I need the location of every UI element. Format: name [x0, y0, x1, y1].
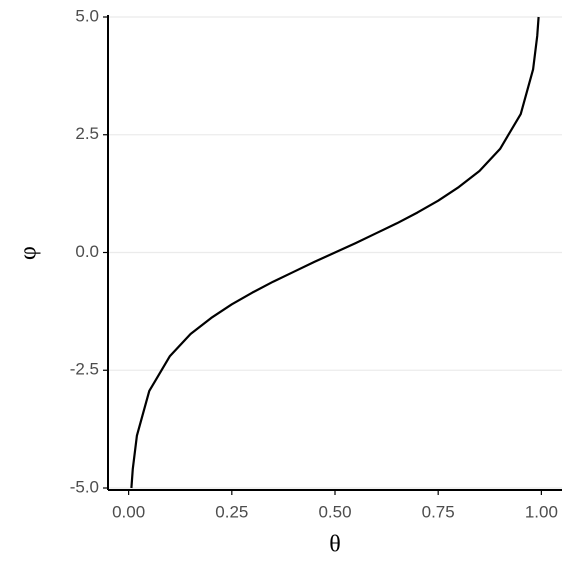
- data-line: [130, 16, 540, 489]
- y-tick-label: 5.0: [75, 6, 99, 25]
- y-tick-label: 2.5: [75, 124, 99, 143]
- y-tick-label: -5.0: [70, 477, 99, 496]
- x-tick-label: 0.75: [422, 502, 455, 521]
- y-tick-label: 0.0: [75, 242, 99, 261]
- x-axis-title: θ: [329, 532, 341, 558]
- y-tick-label: -2.5: [70, 360, 99, 379]
- y-axis-title: φ: [16, 246, 42, 260]
- x-tick-label: 0.00: [112, 502, 145, 521]
- x-tick-label: 0.25: [215, 502, 248, 521]
- x-tick-label: 0.50: [318, 502, 351, 521]
- x-tick-label: 1.00: [525, 502, 558, 521]
